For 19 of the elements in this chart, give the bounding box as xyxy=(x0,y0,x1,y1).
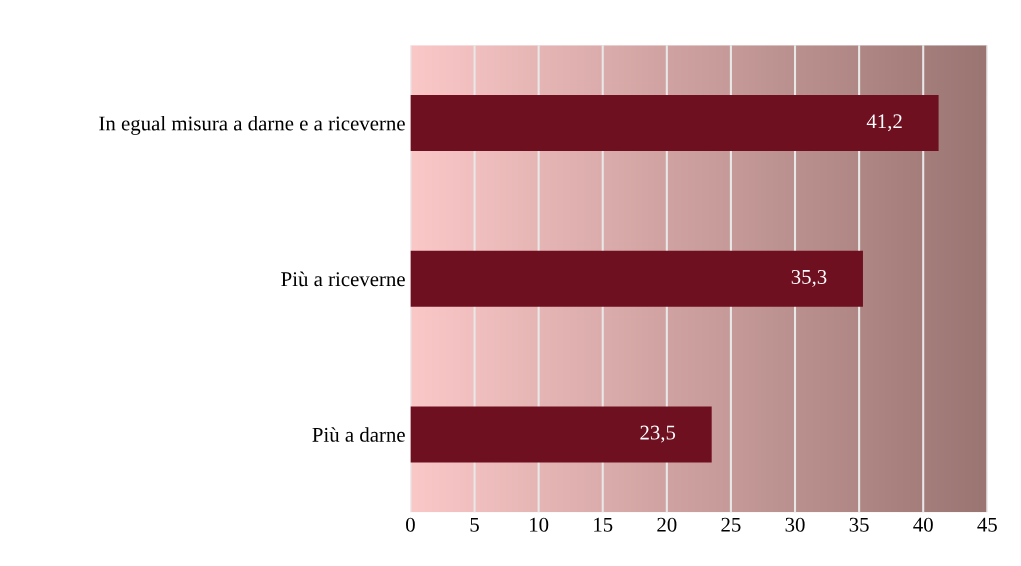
x-tick-label: 35 xyxy=(849,517,869,532)
x-tick-label: 5 xyxy=(470,517,479,532)
bar xyxy=(410,95,939,152)
y-tick-label: Più a riceverne xyxy=(281,271,405,287)
y-tick-label: Più a darne xyxy=(312,427,405,442)
bar xyxy=(410,406,712,463)
data-label: 41,2 xyxy=(866,114,902,132)
data-label: 35,3 xyxy=(791,269,827,287)
x-tick-label: 30 xyxy=(785,517,805,532)
x-tick-label: 10 xyxy=(530,517,549,532)
x-tick-label: 15 xyxy=(594,517,613,532)
x-tick-label: 0 xyxy=(406,517,415,532)
x-tick-label: 40 xyxy=(913,517,933,532)
y-tick-label: In egual misura a darne e a riceverne xyxy=(99,115,405,135)
bar xyxy=(410,250,863,307)
x-tick-label: 25 xyxy=(721,517,741,532)
data-label: 23,5 xyxy=(640,425,676,443)
x-tick-label: 20 xyxy=(657,517,677,532)
x-tick-label: 45 xyxy=(977,517,997,532)
